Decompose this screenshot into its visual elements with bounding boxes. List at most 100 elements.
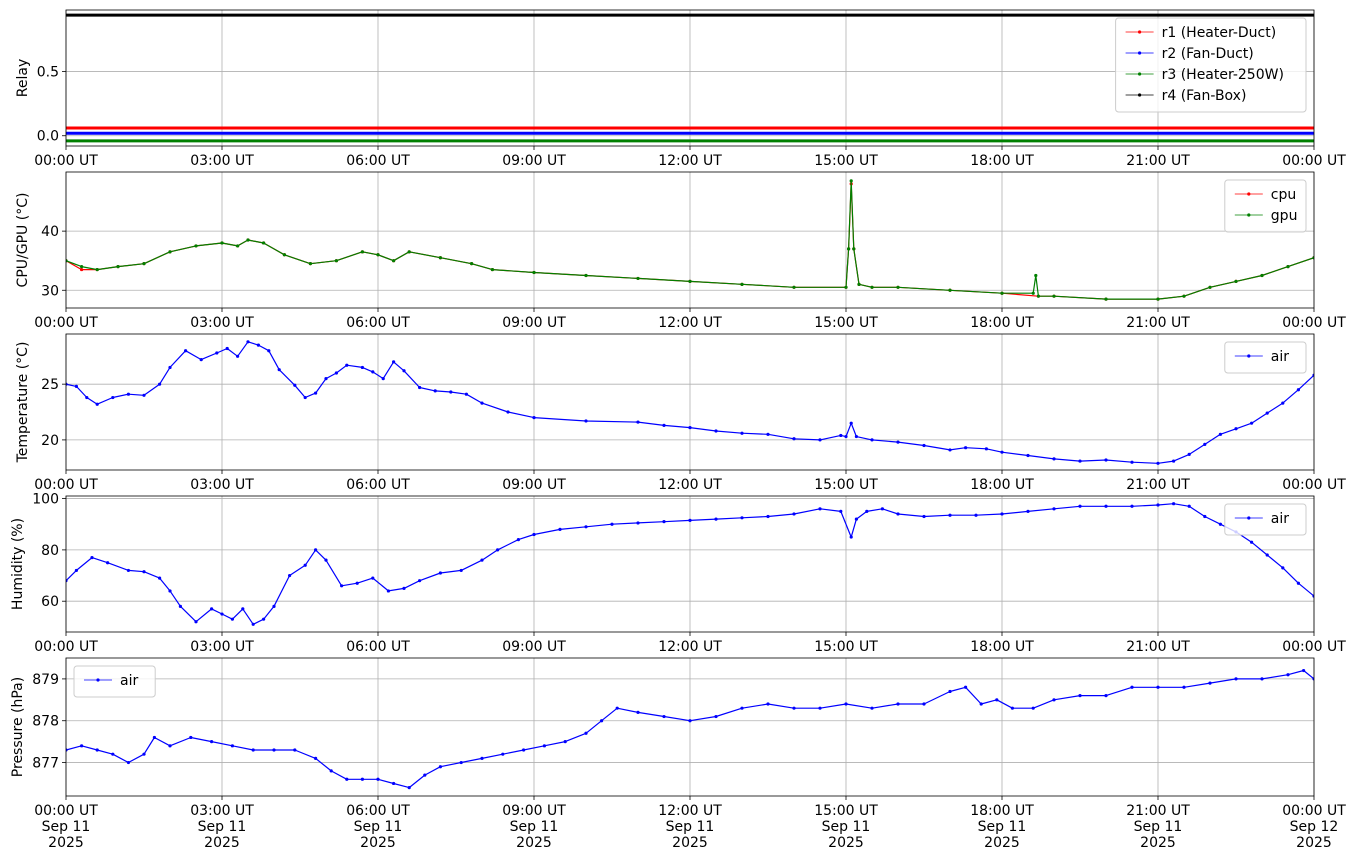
data-point (1156, 461, 1160, 465)
x-tick-label: 21:00 UT (1126, 477, 1190, 493)
data-point (1172, 502, 1176, 506)
legend-label: gpu (1271, 208, 1298, 224)
data-point (480, 756, 484, 760)
series-line-0 (66, 503, 1314, 625)
data-point (438, 571, 442, 575)
y-tick-label: 30 (41, 283, 59, 299)
data-point (1182, 685, 1186, 689)
data-point (662, 423, 666, 428)
data-point (402, 586, 406, 590)
data-point (1052, 294, 1056, 298)
data-point (948, 689, 952, 694)
legend-label: r2 (Fan-Duct) (1162, 46, 1254, 62)
data-point (542, 744, 547, 748)
data-point (407, 786, 411, 790)
data-point (241, 607, 245, 611)
data-point (792, 512, 796, 516)
legend-marker (96, 678, 100, 682)
data-point (95, 748, 99, 752)
data-point (766, 514, 770, 519)
data-point (854, 434, 859, 439)
data-point (168, 365, 172, 370)
y-tick-label: 100 (32, 492, 59, 508)
x-tick-label-line: 2025 (828, 835, 864, 851)
data-point (381, 376, 385, 381)
data-point (922, 514, 926, 519)
legend-label: r4 (Fan-Box) (1162, 88, 1247, 104)
data-point (1234, 427, 1238, 431)
subplot-2: 20 25 00:00 UT 03:00 UT 06:00 UT 09:00 UT 12:0… (15, 333, 1346, 493)
x-tick-label: 03:00 UT (190, 315, 254, 331)
data-point (532, 270, 536, 275)
data-point (662, 520, 666, 524)
data-point (818, 507, 822, 511)
x-tick-label: 15:00 UT (814, 639, 878, 655)
data-point (1026, 509, 1030, 513)
data-point (1265, 411, 1269, 415)
data-point (610, 522, 614, 526)
legend-marker (1138, 30, 1142, 34)
data-point (1203, 514, 1207, 519)
legend-label: air (1271, 349, 1289, 365)
subplot-3: 60 80 100 00:00 UT 03:00 UT 06:00 UT 09:00 UT 1… (10, 492, 1346, 655)
data-point (1104, 694, 1108, 698)
data-point (251, 622, 255, 626)
x-tick-label: 00:00 UT (1282, 315, 1346, 331)
data-point (714, 714, 718, 719)
data-point (870, 706, 874, 710)
data-point (506, 410, 510, 414)
x-tick-label-line: 12:00 UT (658, 803, 722, 819)
legend-label: r3 (Heater-250W) (1162, 67, 1284, 83)
x-tick-label-line: Sep 11 (354, 819, 403, 835)
data-point (392, 259, 396, 263)
x-tick-label: 18:00 UT (970, 477, 1034, 493)
x-tick-label-line: 12:00 UT (658, 639, 722, 655)
legend-label: cpu (1271, 187, 1296, 203)
y-tick-label: 20 (41, 433, 59, 449)
data-point (1286, 673, 1290, 677)
data-point (1130, 460, 1134, 464)
x-tick-label-line: 21:00 UT (1126, 153, 1190, 169)
data-point (688, 279, 692, 283)
data-point (948, 513, 952, 517)
x-tick-label: 00:00 UT (34, 639, 98, 655)
data-point (340, 584, 344, 588)
legend-marker (1247, 213, 1251, 217)
data-point (501, 752, 505, 756)
legend-box (1224, 503, 1307, 536)
x-tick-label-line: 06:00 UT (346, 315, 410, 331)
data-point (979, 702, 983, 706)
legend-box (1224, 179, 1307, 233)
x-tick-label-line: 06:00 UT (346, 803, 410, 819)
data-point (1052, 507, 1056, 511)
data-point (1182, 294, 1186, 298)
data-point (818, 706, 822, 710)
x-tick-label-line: 2025 (48, 835, 84, 851)
data-point (792, 437, 796, 441)
x-tick-label-line: 21:00 UT (1126, 803, 1190, 819)
data-point (1031, 706, 1035, 710)
x-tick-label-line: 09:00 UT (502, 477, 566, 493)
data-point (324, 376, 328, 381)
data-point (839, 509, 843, 513)
data-point (1034, 273, 1038, 278)
data-point (142, 570, 146, 574)
data-point (995, 698, 999, 702)
x-tick-label-line: 00:00 UT (34, 639, 98, 655)
data-point (210, 607, 214, 611)
data-point (1130, 685, 1134, 689)
data-point (345, 777, 349, 781)
data-point (308, 262, 312, 266)
data-point (1281, 566, 1285, 570)
data-point (558, 527, 562, 531)
data-point (215, 351, 219, 355)
x-tick-label-line: Sep 11 (198, 819, 247, 835)
x-tick-label-line: Sep 11 (822, 819, 871, 835)
data-point (1218, 522, 1222, 526)
data-point (95, 267, 99, 272)
data-point (1234, 279, 1238, 283)
x-tick-label: 21:00 UT Sep 11 2025 (1126, 803, 1190, 851)
x-tick-label-line: 00:00 UT (34, 803, 98, 819)
x-tick-label-line: Sep 11 (666, 819, 715, 835)
